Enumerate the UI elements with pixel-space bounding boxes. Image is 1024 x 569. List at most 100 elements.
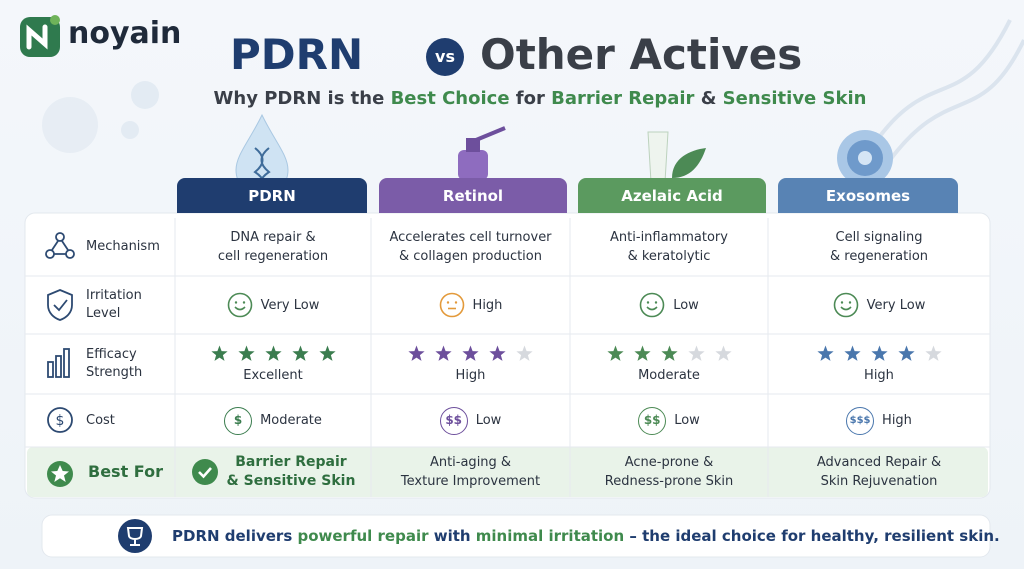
- best-for-line: Acne-prone &: [624, 455, 714, 470]
- cell: Low: [570, 276, 768, 334]
- face-icon: [439, 292, 464, 318]
- mechanism-line: DNA repair &: [230, 230, 316, 245]
- check-bg: [191, 459, 218, 485]
- cell: $$$ High: [768, 394, 990, 447]
- best-for-line: Barrier Repair: [235, 454, 347, 470]
- eye: [242, 301, 245, 304]
- cost-text: High: [882, 413, 912, 428]
- star: [318, 345, 336, 361]
- text-part: powerful repair: [297, 527, 429, 545]
- check-icon: [191, 459, 218, 485]
- footer-text: PDRN delivers powerful repair with minim…: [172, 527, 1000, 545]
- cell: $ Moderate: [175, 394, 371, 447]
- text-part: Best Choice: [390, 88, 510, 109]
- subtitle: Why PDRN is the Best Choice for Barrier …: [0, 88, 1024, 109]
- svg-text:$: $: [56, 413, 65, 429]
- cost-text: Moderate: [260, 413, 322, 428]
- best-for: Anti-aging & Texture Improvement: [401, 453, 540, 491]
- row-label-line: Efficacy: [86, 347, 137, 362]
- cost: $$$ High: [846, 406, 912, 435]
- row-label-line: Irritation: [86, 288, 142, 303]
- column-header: PDRN: [177, 178, 367, 213]
- mouth: [646, 306, 658, 311]
- irritation-text: High: [472, 297, 503, 313]
- star-rating: [606, 345, 732, 361]
- face-icon: [833, 292, 858, 318]
- star: [897, 345, 915, 361]
- irritation: Very Low: [227, 292, 319, 318]
- cell: High: [371, 276, 570, 334]
- star: [435, 345, 452, 361]
- face: [639, 292, 665, 318]
- row-label-line: Best For: [88, 462, 163, 481]
- row-label-line: Level: [86, 306, 121, 321]
- best-for-text: Anti-aging & Texture Improvement: [401, 453, 540, 491]
- cell: $$ Low: [570, 394, 768, 447]
- best-for-line: Anti-aging &: [429, 455, 512, 470]
- irritation-text: Low: [673, 297, 699, 313]
- efficacy-text: High: [455, 367, 486, 383]
- cell: Excellent: [175, 334, 371, 394]
- best-for-line: Advanced Repair &: [816, 455, 942, 470]
- cost: $$ Low: [439, 406, 501, 435]
- star: [462, 345, 479, 361]
- mechanism-line: cell regeneration: [217, 249, 329, 264]
- mouth: [840, 306, 852, 311]
- star: [714, 345, 732, 361]
- row-label: Cost: [86, 394, 176, 447]
- mechanism-line: Accelerates cell turnover: [389, 230, 552, 245]
- star: [516, 345, 533, 361]
- eye: [654, 301, 658, 304]
- irritation-text: Very Low: [866, 297, 926, 313]
- text-part: for: [509, 88, 552, 109]
- cell: Anti-aging & Texture Improvement: [371, 447, 570, 497]
- text-part: with: [428, 527, 476, 545]
- efficacy-text: Moderate: [638, 367, 700, 383]
- cell: High: [371, 334, 570, 394]
- eye: [840, 301, 843, 304]
- star: [633, 345, 651, 361]
- mechanism-line: & collagen production: [399, 249, 542, 264]
- title-left: PDRN: [230, 30, 364, 79]
- eye: [848, 301, 851, 304]
- star: [687, 345, 705, 361]
- text-part: PDRN delivers: [172, 527, 298, 545]
- star: [264, 345, 282, 361]
- star: [489, 345, 506, 361]
- best-for: Barrier Repair & Sensitive Skin: [191, 453, 356, 491]
- star-rating: [210, 345, 336, 361]
- best-for-text: Acne-prone & Redness-prone Skin: [605, 453, 733, 491]
- cell: Barrier Repair & Sensitive Skin: [175, 447, 371, 497]
- best-for-text: Advanced Repair & Skin Rejuvenation: [817, 453, 941, 491]
- row-label: Mechanism: [86, 218, 176, 276]
- text-part: Barrier Repair: [551, 88, 695, 109]
- row-label-line: Cost: [86, 412, 115, 428]
- text-part: – the ideal choice for healthy, resilien…: [624, 527, 1000, 545]
- star: [870, 345, 888, 361]
- cost: $$ Low: [638, 406, 700, 435]
- star: [924, 345, 942, 361]
- column-header: Retinol: [379, 178, 567, 213]
- star: [843, 345, 861, 361]
- best-for-line: Texture Improvement: [400, 474, 541, 489]
- row-label: Irritation Level: [86, 276, 176, 334]
- mechanism-line: & keratolytic: [627, 249, 711, 264]
- text-part: Sensitive Skin: [722, 88, 867, 109]
- star: [606, 345, 624, 361]
- text-part: minimal irritation: [475, 527, 625, 545]
- star: [210, 345, 228, 361]
- cost-symbol: $$: [439, 406, 468, 435]
- best-for: Acne-prone & Redness-prone Skin: [605, 453, 733, 491]
- best-for-text: Barrier Repair & Sensitive Skin: [227, 453, 356, 491]
- cell: Moderate: [570, 334, 768, 394]
- title-vs: vs: [435, 47, 455, 66]
- irritation: Low: [639, 292, 699, 318]
- cost-text: Low: [674, 413, 700, 428]
- cell: $$ Low: [371, 394, 570, 447]
- cost: $ Moderate: [224, 406, 322, 435]
- cell: Cell signaling & regeneration: [768, 218, 990, 276]
- eye: [454, 301, 457, 304]
- eye: [646, 301, 650, 304]
- star-rating: [408, 345, 533, 361]
